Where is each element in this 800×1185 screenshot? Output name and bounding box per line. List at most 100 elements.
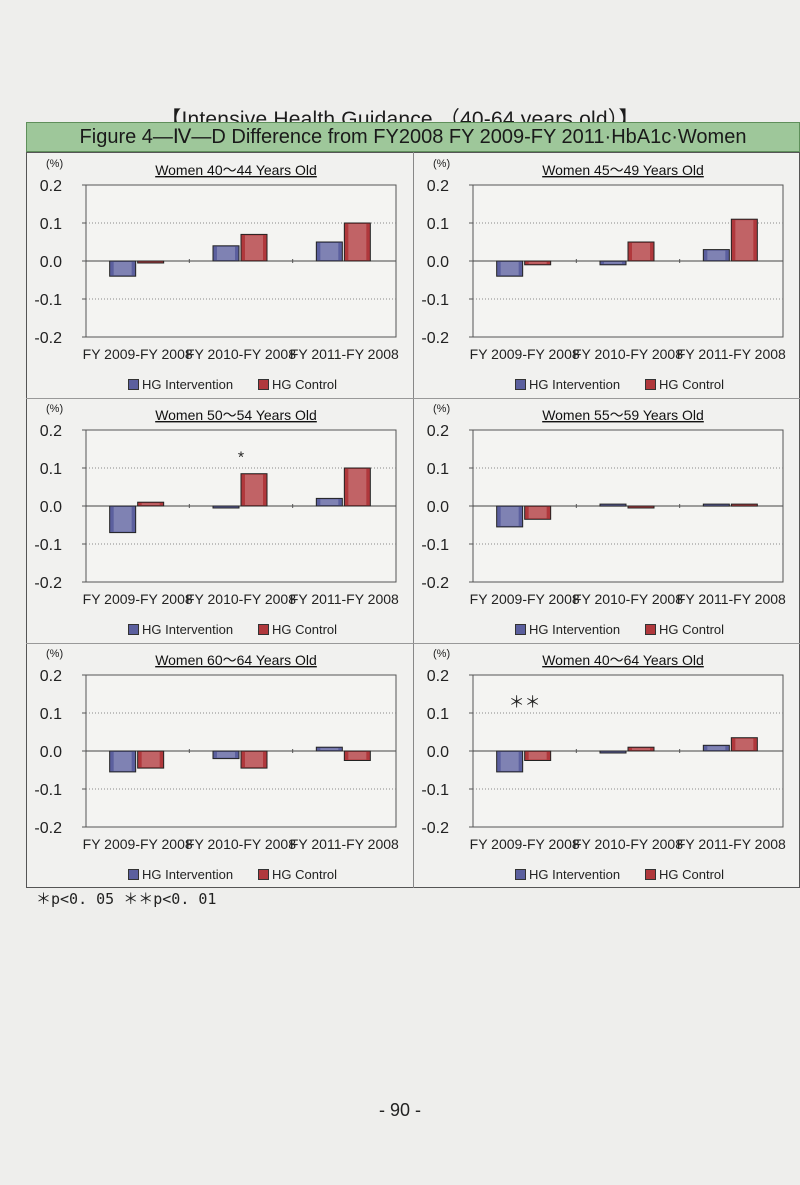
y-tick-label: -0.2 — [421, 820, 449, 837]
bar-highlight — [113, 752, 132, 771]
y-tick-label: 0.2 — [427, 178, 449, 195]
x-tick-label: FY 2009-FY 2008 — [470, 836, 580, 852]
y-tick-label: 0.0 — [427, 744, 449, 761]
significance-footnote: ＊p<0. 05 ＊＊p<0. 01 — [36, 890, 217, 908]
y-tick-label: 0.1 — [427, 706, 449, 723]
legend-label: HG Control — [659, 377, 725, 392]
bar-hg-intervention — [496, 505, 524, 528]
legend-item-hg-control: HG Control — [645, 622, 724, 637]
legend-swatch — [128, 869, 139, 880]
bar-hg-control — [627, 505, 655, 509]
horizontal-divider — [26, 398, 800, 399]
bar-hg-control — [627, 241, 655, 262]
x-tick-label: FY 2009-FY 2008 — [470, 591, 580, 607]
legend-item-hg-intervention: HG Intervention — [128, 867, 233, 882]
bar-hg-control — [137, 501, 165, 507]
chart-title: Women 45～49 Years Old — [542, 162, 704, 178]
legend-item-hg-intervention: HG Intervention — [128, 622, 233, 637]
x-tick-label: FY 2011-FY 2008 — [677, 346, 786, 362]
y-tick-label: 0.0 — [40, 744, 62, 761]
bar-hg-intervention — [109, 260, 137, 277]
significance-marker: * — [238, 449, 244, 466]
y-tick-label: 0.1 — [40, 461, 62, 478]
bar-hg-intervention — [315, 497, 343, 507]
legend-swatch — [258, 869, 269, 880]
y-tick-label: -0.1 — [34, 292, 62, 309]
x-tick-label: FY 2011-FY 2008 — [290, 591, 399, 607]
chart-svg: (%) Women 40～44 Years Old 0.2 0.1 0.0 -0.1 -0.… — [34, 158, 399, 362]
unit-label: (%) — [433, 648, 450, 660]
legend-label: HG Intervention — [142, 377, 234, 392]
x-tick-label: FY 2011-FY 2008 — [290, 836, 399, 852]
bar-highlight — [632, 243, 650, 260]
x-tick-label: FY 2010-FY 2008 — [573, 346, 683, 362]
bar-hg-intervention — [599, 750, 627, 754]
chart-svg: (%) Women 40～64 Years Old 0.2 0.1 0.0 -0.1 -0.… — [421, 648, 786, 852]
bar-hg-intervention — [109, 505, 137, 534]
y-tick-label: -0.1 — [421, 537, 449, 554]
bar-highlight — [217, 246, 235, 260]
x-tick-label: FY 2011-FY 2008 — [290, 346, 399, 362]
bar-highlight — [320, 499, 339, 505]
bar-highlight — [217, 752, 235, 758]
bar-highlight — [320, 748, 339, 750]
bar-hg-control — [343, 467, 371, 507]
legend-swatch — [645, 624, 656, 635]
bar-highlight — [604, 262, 622, 264]
x-tick-label: FY 2010-FY 2008 — [573, 836, 683, 852]
x-tick-label: FY 2009-FY 2008 — [470, 346, 580, 362]
chart-panel-women-50-54: (%) Women 50～54 Years Old 0.2 0.1 0.0 -0.1 -0.… — [26, 398, 413, 643]
bar-hg-intervention — [109, 750, 137, 773]
x-tick-label: FY 2010-FY 2008 — [186, 346, 296, 362]
y-tick-label: -0.2 — [34, 575, 62, 592]
legend-item-hg-control: HG Control — [258, 377, 337, 392]
x-tick-label: FY 2009-FY 2008 — [83, 591, 193, 607]
legend-swatch — [645, 379, 656, 390]
bar-highlight — [245, 752, 263, 768]
horizontal-divider — [26, 643, 800, 644]
x-tick-label: FY 2011-FY 2008 — [677, 591, 786, 607]
bar-highlight — [632, 748, 650, 750]
vertical-divider — [413, 152, 414, 888]
legend-label: HG Intervention — [529, 377, 621, 392]
bar-hg-intervention — [702, 249, 730, 262]
chart-panel-women-40-64: (%) Women 40～64 Years Old 0.2 0.1 0.0 -0.1 -0.… — [413, 643, 800, 888]
legend-item-hg-control: HG Control — [645, 867, 724, 882]
legend-swatch — [645, 869, 656, 880]
bar-hg-control — [240, 233, 268, 262]
y-tick-label: 0.2 — [40, 668, 62, 685]
y-tick-label: 0.0 — [427, 254, 449, 271]
legend-label: HG Intervention — [142, 622, 234, 637]
unit-label: (%) — [433, 158, 450, 170]
legend-label: HG Intervention — [529, 622, 621, 637]
legend-item-hg-intervention: HG Intervention — [128, 377, 233, 392]
bar-highlight — [500, 262, 519, 276]
unit-label: (%) — [46, 403, 63, 415]
x-tick-label: FY 2010-FY 2008 — [186, 836, 296, 852]
bar-highlight — [528, 507, 547, 519]
legend-item-hg-intervention: HG Intervention — [515, 377, 620, 392]
chart-title: Women 50～54 Years Old — [155, 407, 317, 423]
bar-highlight — [528, 752, 547, 760]
y-tick-label: 0.1 — [40, 706, 62, 723]
legend-label: HG Control — [659, 867, 725, 882]
y-tick-label: -0.1 — [34, 782, 62, 799]
bar-hg-intervention — [599, 503, 627, 507]
y-tick-label: 0.1 — [427, 216, 449, 233]
legend-item-hg-control: HG Control — [645, 377, 724, 392]
unit-label: (%) — [46, 648, 63, 660]
bar-highlight — [707, 746, 726, 750]
legend-label: HG Control — [272, 867, 338, 882]
chart-svg: (%) Women 60～64 Years Old 0.2 0.1 0.0 -0.1 -0.… — [34, 648, 399, 852]
bar-hg-intervention — [702, 744, 730, 752]
chart-title: Women 55～59 Years Old — [542, 407, 704, 423]
legend-swatch — [515, 624, 526, 635]
y-tick-label: 0.1 — [40, 216, 62, 233]
bar-highlight — [500, 752, 519, 771]
figure-title: Figure 4—Ⅳ—D Difference from FY2008 FY 2… — [26, 122, 800, 152]
legend-label: HG Intervention — [529, 867, 621, 882]
page-number: - 90 - — [378, 1100, 421, 1120]
bar-hg-control — [524, 260, 552, 266]
bar-hg-control — [730, 218, 758, 262]
bar-highlight — [707, 250, 726, 260]
